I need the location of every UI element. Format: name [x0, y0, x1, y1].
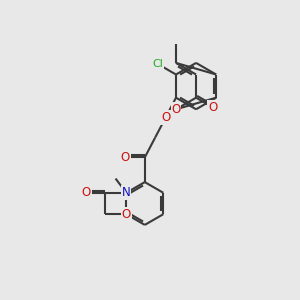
Text: O: O [171, 103, 181, 116]
Text: N: N [122, 186, 130, 199]
Text: O: O [82, 186, 91, 199]
Text: O: O [122, 208, 131, 221]
Text: O: O [121, 151, 130, 164]
Text: O: O [208, 101, 218, 114]
Text: Cl: Cl [152, 59, 163, 69]
Text: O: O [161, 111, 170, 124]
